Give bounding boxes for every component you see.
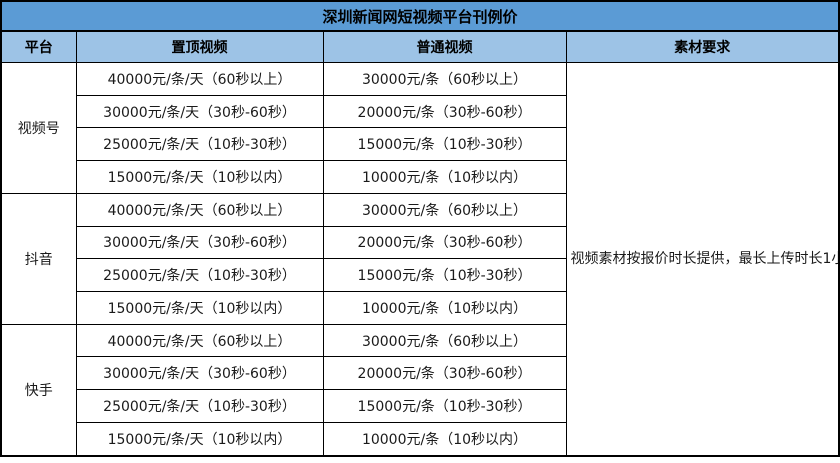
normal-price-cell: 20000元/条（30秒-60秒） xyxy=(322,356,567,391)
table-body: 视频号 40000元/条/天（60秒以上） 30000元/条（60秒以上） 视频素材按… xyxy=(0,62,840,457)
column-header-platform: 平台 xyxy=(0,30,77,63)
normal-price-cell: 20000元/条（30秒-60秒） xyxy=(322,94,567,129)
pinned-price-cell: 25000元/条/天（10秒-30秒） xyxy=(75,258,324,293)
table-row: 15000元/条/天（10秒以内） 10000元/条（10秒以内） xyxy=(1,160,839,194)
table-title: 深圳新闻网短视频平台刊例价 xyxy=(0,0,840,32)
normal-price-cell: 30000元/条（60秒以上） xyxy=(322,192,567,227)
pinned-price-cell: 40000元/条/天（60秒以上） xyxy=(75,323,324,358)
requirements-cell: 视频素材按报价时长提供，最长上传时长1小时内，大小不超过4GB，建议分辨率720… xyxy=(565,62,840,457)
table-row: 25000元/条/天（10秒-30秒） 15000元/条（10秒-30秒） xyxy=(1,258,839,293)
table-row: 15000元/条/天（10秒以内） 10000元/条（10秒以内） xyxy=(1,291,839,325)
pinned-price-cell: 15000元/条/天（10秒以内） xyxy=(75,291,324,325)
pinned-price-cell: 30000元/条/天（30秒-60秒） xyxy=(75,94,324,129)
table-row: 25000元/条/天（10秒-30秒） 15000元/条（10秒-30秒） xyxy=(1,389,839,423)
table-row: 30000元/条/天（30秒-60秒） 20000元/条（30秒-60秒） xyxy=(1,356,839,391)
pinned-price-cell: 25000元/条/天（10秒-30秒） xyxy=(75,127,324,162)
pinned-price-cell: 15000元/条/天（10秒以内） xyxy=(75,160,324,194)
platform-cell-1: 视频号 xyxy=(0,62,77,194)
normal-price-cell: 15000元/条（10秒-30秒） xyxy=(322,389,567,423)
pinned-price-cell: 30000元/条/天（30秒-60秒） xyxy=(75,356,324,391)
column-header-requirements: 素材要求 xyxy=(565,30,840,63)
pinned-price-cell: 15000元/条/天（10秒以内） xyxy=(75,421,324,457)
pinned-price-cell: 40000元/条/天（60秒以上） xyxy=(75,192,324,227)
normal-price-cell: 10000元/条（10秒以内） xyxy=(322,160,567,194)
table-title-row: 深圳新闻网短视频平台刊例价 xyxy=(0,0,840,32)
normal-price-cell: 15000元/条（10秒-30秒） xyxy=(322,258,567,293)
normal-price-cell: 30000元/条（60秒以上） xyxy=(322,62,567,96)
column-header-pinned-video: 置顶视频 xyxy=(75,30,324,63)
pinned-price-cell: 40000元/条/天（60秒以上） xyxy=(75,62,324,96)
table-row: 15000元/条/天（10秒以内） 10000元/条（10秒以内） xyxy=(1,421,839,457)
pinned-price-cell: 25000元/条/天（10秒-30秒） xyxy=(75,389,324,423)
normal-price-cell: 20000元/条（30秒-60秒） xyxy=(322,225,567,260)
normal-price-cell: 10000元/条（10秒以内） xyxy=(322,421,567,457)
normal-price-cell: 30000元/条（60秒以上） xyxy=(322,323,567,358)
table-header-row: 平台 置顶视频 普通视频 素材要求 xyxy=(0,30,840,63)
table-row: 30000元/条/天（30秒-60秒） 20000元/条（30秒-60秒） xyxy=(1,225,839,260)
platform-cell-2: 抖音 xyxy=(0,192,77,325)
pinned-price-cell: 30000元/条/天（30秒-60秒） xyxy=(75,225,324,260)
table-row: 30000元/条/天（30秒-60秒） 20000元/条（30秒-60秒） xyxy=(1,94,839,129)
table-row: 抖音 40000元/条/天（60秒以上） 30000元/条（60秒以上） xyxy=(0,192,839,325)
table-row: 视频号 40000元/条/天（60秒以上） 30000元/条（60秒以上） 视频素材按… xyxy=(0,62,840,457)
column-header-normal-video: 普通视频 xyxy=(322,30,567,63)
normal-price-cell: 10000元/条（10秒以内） xyxy=(322,291,567,325)
platform-cell-3: 快手 xyxy=(0,323,77,457)
normal-price-cell: 15000元/条（10秒-30秒） xyxy=(322,127,567,162)
